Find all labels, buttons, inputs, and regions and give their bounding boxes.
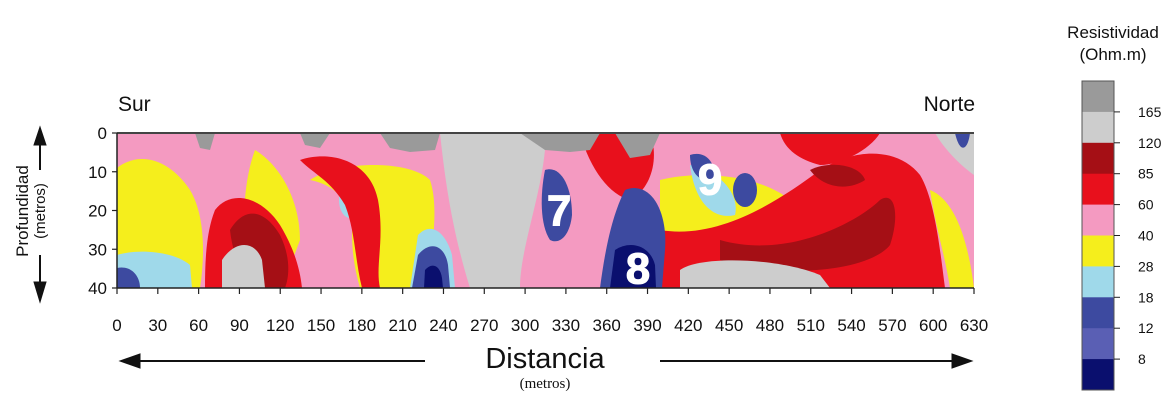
zone-lightgray-west	[222, 245, 265, 288]
legend-swatch	[1082, 142, 1114, 175]
legend-swatch	[1082, 328, 1114, 360]
x-axis-arrows	[118, 353, 974, 369]
x-tick-label: 450	[715, 316, 743, 335]
direction-right-label: Norte	[924, 93, 975, 116]
direction-left-label: Sur	[118, 93, 151, 116]
zone-gray-3	[380, 133, 440, 152]
resistivity-section	[117, 133, 974, 288]
zone-navy-8	[610, 245, 656, 288]
x-tick-label: 360	[593, 316, 621, 335]
zone-blue-sw	[117, 267, 140, 288]
x-tick-label: 420	[674, 316, 702, 335]
anomaly-marker-8: 8	[626, 245, 650, 294]
legend-swatch	[1082, 173, 1114, 206]
x-tick-label: 570	[878, 316, 906, 335]
x-tick-label: 630	[960, 316, 988, 335]
zone-gray-1	[195, 133, 215, 150]
x-tick-label: 480	[756, 316, 784, 335]
y-tick-label: 20	[88, 202, 107, 221]
anomaly-marker-9: 9	[698, 156, 722, 205]
legend-unit: (Ohm.m)	[1079, 45, 1146, 64]
x-tick-label: 270	[470, 316, 498, 335]
zone-lightgray-east	[680, 260, 830, 288]
legend-swatch	[1082, 204, 1114, 236]
legend-tick-label: 165	[1138, 104, 1162, 120]
zone-red-ne	[780, 133, 880, 165]
x-axis-unit: (metros)	[520, 376, 571, 392]
x-tick-label: 210	[388, 316, 416, 335]
x-tick-label: 120	[266, 316, 294, 335]
legend-tick-label: 60	[1138, 197, 1154, 213]
x-tick-label: 90	[230, 316, 249, 335]
x-tick-label: 180	[348, 316, 376, 335]
zone-navy-south	[424, 265, 443, 288]
zone-blue-9	[690, 153, 715, 180]
zone-darkred-ne	[810, 164, 865, 187]
y-axis-title: Profundidad	[13, 165, 32, 257]
zone-blue-far-north	[955, 133, 970, 148]
legend-swatch	[1082, 235, 1114, 267]
y-tick-label: 40	[88, 279, 107, 298]
x-tick-label: 30	[148, 316, 167, 335]
legend-tick-label: 85	[1138, 166, 1154, 182]
legend-tick-label: 120	[1138, 135, 1162, 151]
y-tick-label: 30	[88, 240, 107, 259]
legend-title: Resistividad	[1067, 23, 1159, 42]
legend-color-bar	[1081, 80, 1115, 391]
y-tick-label: 10	[88, 163, 107, 182]
resistivity-legend: Resistividad (Ohm.m) 165 120 85 60 40 28 18 12 8	[1067, 23, 1162, 391]
legend-swatch	[1082, 111, 1114, 144]
x-tick-label: 600	[919, 316, 947, 335]
zone-lightgray-center	[440, 133, 545, 288]
x-tick-label: 540	[837, 316, 865, 335]
y-axis-unit: (metros)	[32, 183, 49, 239]
legend-swatch	[1082, 81, 1114, 113]
x-tick-label: 60	[189, 316, 208, 335]
x-tick-label: 240	[429, 316, 457, 335]
zone-blue-7	[541, 169, 572, 242]
x-tick-label: 0	[112, 316, 121, 335]
x-tick-label: 390	[633, 316, 661, 335]
legend-tick-label: 12	[1138, 320, 1154, 336]
legend-swatch	[1082, 266, 1114, 298]
x-tick-label: 510	[797, 316, 825, 335]
y-axis-label: Profundidad (metros)	[13, 165, 49, 257]
anomaly-markers: 7 89	[546, 155, 722, 294]
zone-red-center	[300, 156, 381, 288]
x-tick-label: 330	[552, 316, 580, 335]
zone-yellow-far-east	[930, 190, 974, 288]
x-tick-label: 150	[307, 316, 335, 335]
zone-gray-4	[520, 133, 600, 152]
legend-swatch	[1082, 359, 1114, 391]
y-tick-label: 0	[98, 124, 107, 143]
zone-gray-5	[615, 133, 660, 158]
legend-tick-label: 8	[1138, 351, 1146, 367]
x-tick-label: 300	[511, 316, 539, 335]
legend-tick-label: 28	[1138, 258, 1154, 274]
legend-tick-label: 18	[1138, 289, 1154, 305]
legend-tick-label: 40	[1138, 228, 1154, 244]
x-axis-ticks: 0 30 60 90 120 150 180 210 240 270 300 330 360 390 420…	[112, 288, 988, 335]
y-axis-ticks: 0 10 20 30 40	[88, 124, 117, 298]
zone-blue-ne	[733, 173, 757, 207]
y-axis-arrows	[33, 125, 47, 304]
legend-swatch	[1082, 297, 1114, 329]
zone-darkred-east	[720, 197, 896, 271]
zone-gray-2	[300, 133, 330, 148]
x-axis-title: Distancia	[485, 343, 605, 375]
legend-tick-labels: 165 120 85 60 40 28 18 12 8	[1114, 104, 1162, 367]
anomaly-marker-7: 7	[547, 187, 571, 236]
